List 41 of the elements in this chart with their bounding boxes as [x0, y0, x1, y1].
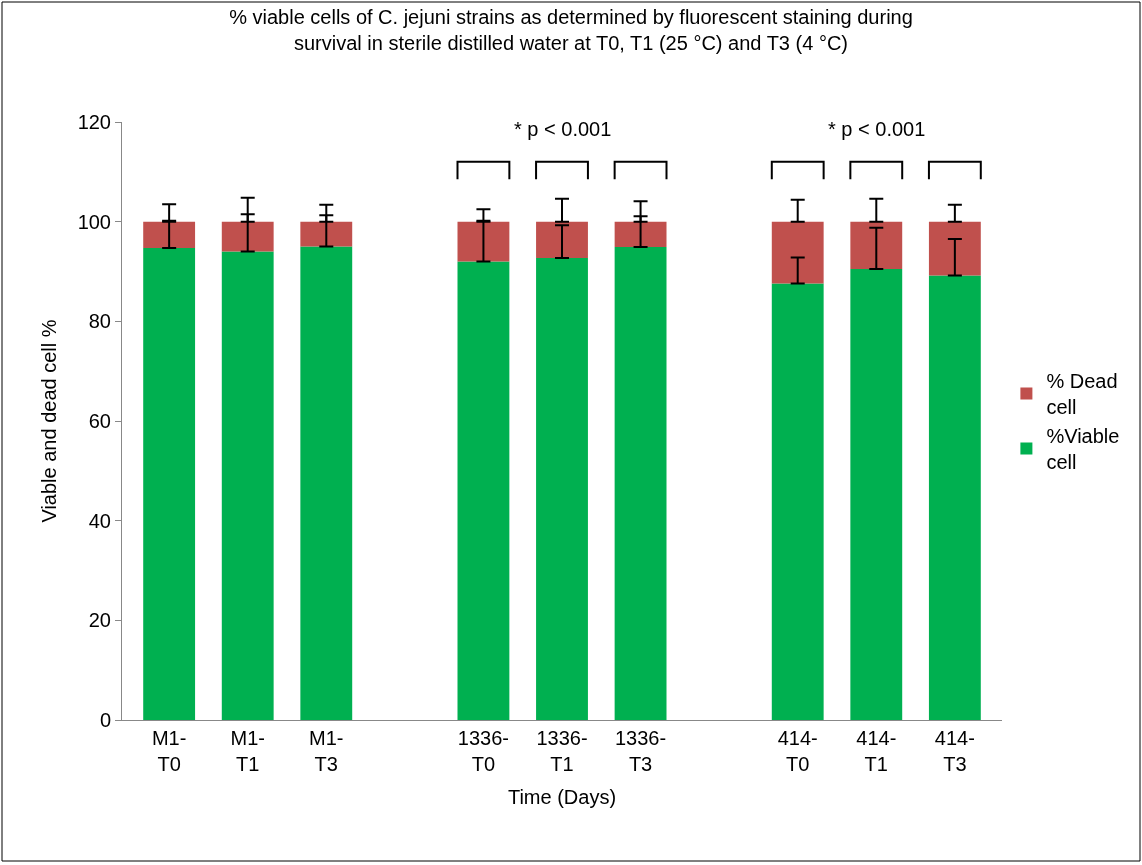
bar [614, 247, 667, 720]
bar [221, 251, 274, 720]
bar [457, 221, 510, 262]
y-tick-label: 80 [88, 310, 111, 333]
y-tick-label: 60 [88, 410, 111, 432]
x-tick-label: 414-T1 [856, 727, 897, 775]
bar [143, 248, 196, 720]
x-tick-label: 414-T3 [934, 727, 975, 775]
bar [928, 221, 981, 276]
y-tick-label: 120 [77, 111, 111, 133]
bar [850, 269, 903, 720]
legend-label: %Viable cell [1046, 425, 1120, 474]
bar [771, 283, 824, 720]
chart-title: % viable cells of C. jejuni strains as determined by fluorescent staining during survival in sterile distilled water at T0, T1 (25 °C) and T3 (4 °C) [229, 6, 913, 55]
bar [614, 221, 667, 248]
bar [221, 221, 274, 252]
y-tick-label: 40 [88, 509, 111, 532]
x-tick-label: 414-T0 [777, 727, 818, 775]
y-tick-label: 20 [88, 609, 111, 632]
bar [536, 258, 588, 720]
bar [850, 221, 903, 270]
bar [457, 261, 510, 720]
y-axis-title: Viable and dead cell % [38, 319, 61, 523]
bar [300, 246, 353, 720]
x-axis-title: Time (Days) [507, 785, 617, 808]
bar [771, 221, 824, 284]
annotation: * p < 0.001 [828, 118, 926, 140]
bar [143, 221, 196, 249]
x-tick-label: 1336-T1 [536, 727, 588, 775]
bar [928, 275, 981, 720]
annotation: * p < 0.001 [514, 118, 612, 140]
bar [300, 221, 353, 247]
bar [536, 221, 588, 259]
y-tick-label: 100 [77, 210, 111, 233]
x-tick-label: 1336-T0 [457, 727, 510, 775]
x-tick-label: M1-T3 [309, 727, 344, 775]
x-tick-label: M1-T1 [230, 727, 265, 775]
x-tick-label: 1336-T3 [614, 727, 667, 775]
y-tick-label: 0 [99, 709, 111, 731]
legend-label: % Dead cell [1046, 370, 1118, 419]
x-tick-label: M1-T0 [151, 727, 187, 775]
